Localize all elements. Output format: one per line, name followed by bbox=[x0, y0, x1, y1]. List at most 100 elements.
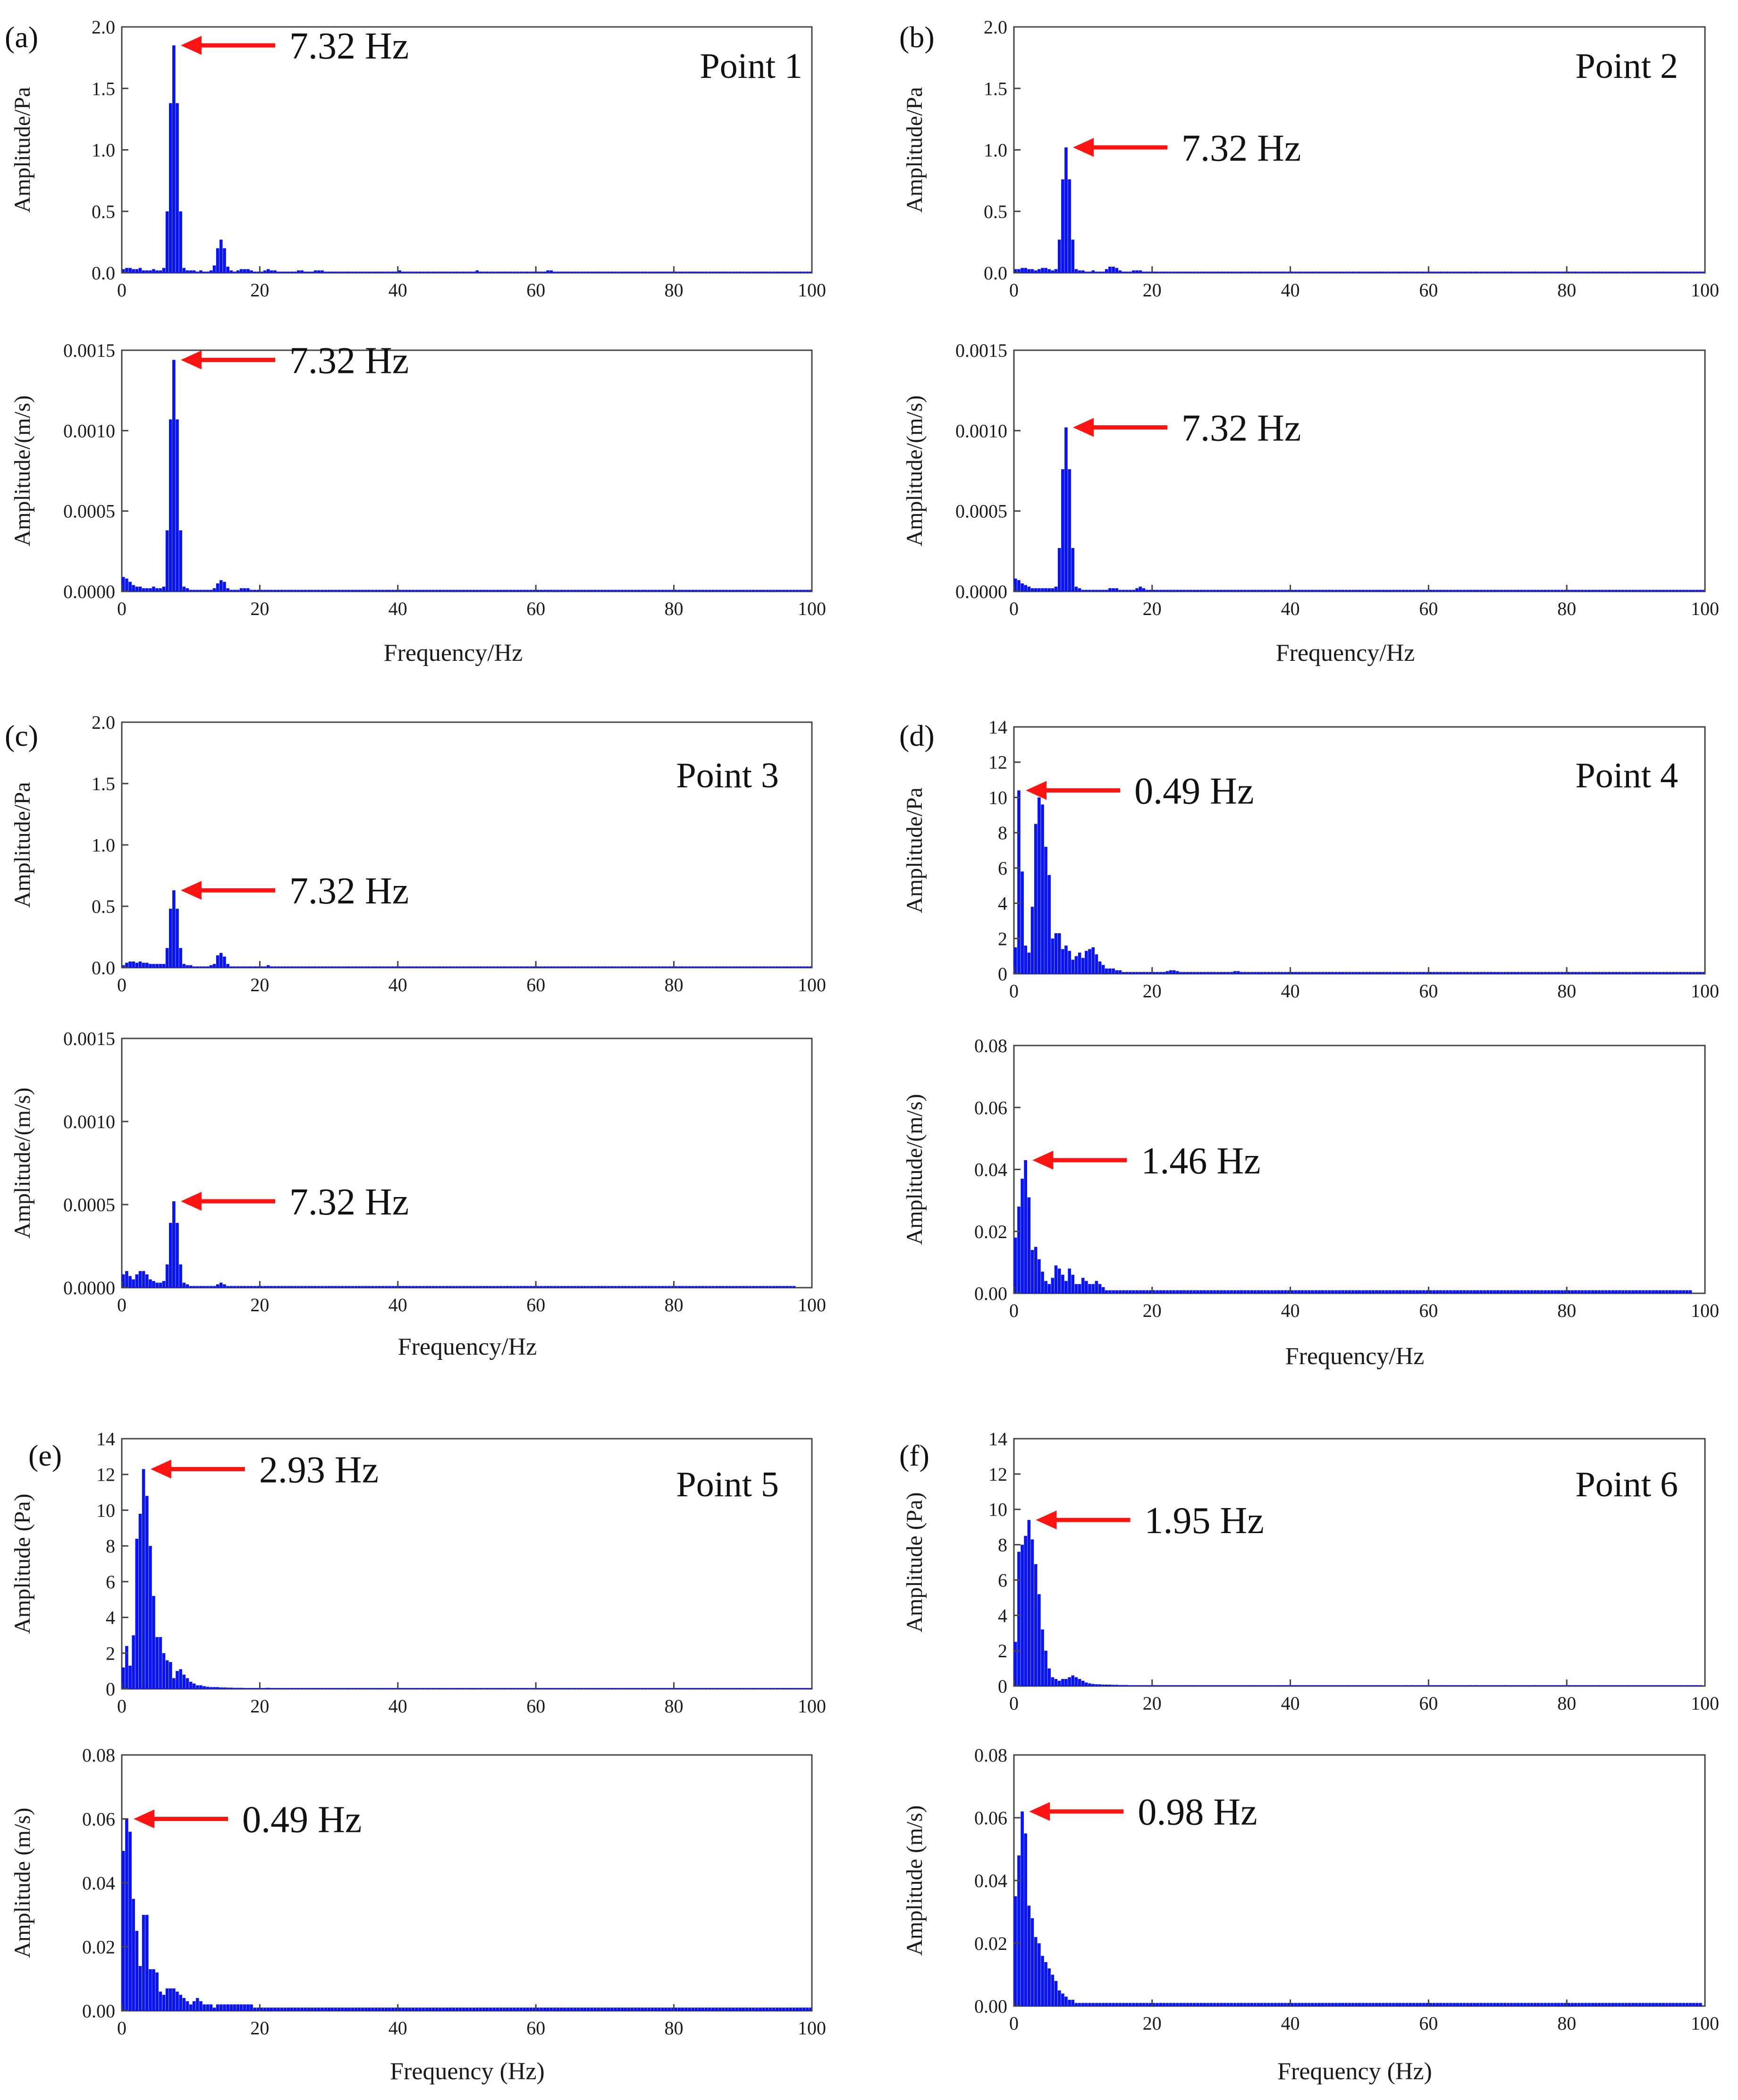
bar bbox=[246, 1286, 250, 1288]
bar bbox=[1311, 590, 1314, 591]
bar bbox=[789, 1688, 793, 1689]
bar bbox=[1388, 590, 1392, 591]
bar bbox=[479, 2007, 482, 2011]
bar bbox=[378, 1286, 381, 1288]
bar bbox=[169, 1662, 172, 1689]
bar bbox=[1503, 271, 1507, 273]
bar bbox=[1260, 1685, 1264, 1686]
bar bbox=[1331, 2003, 1334, 2006]
bar bbox=[1520, 271, 1523, 273]
bar bbox=[1014, 1237, 1017, 1293]
arrow-head bbox=[181, 36, 202, 55]
bar bbox=[1061, 469, 1064, 591]
bar bbox=[1338, 2003, 1341, 2006]
bar bbox=[1412, 2003, 1416, 2006]
bar bbox=[509, 1688, 513, 1689]
bar bbox=[580, 590, 583, 591]
bar bbox=[536, 1286, 540, 1288]
bar bbox=[202, 271, 206, 273]
y-tick-label: 2.0 bbox=[92, 712, 115, 733]
bar bbox=[408, 2007, 412, 2011]
bar bbox=[239, 1286, 243, 1288]
bar bbox=[671, 966, 675, 968]
bar bbox=[132, 1898, 135, 2011]
bar bbox=[1597, 1290, 1601, 1293]
bar bbox=[607, 1688, 610, 1689]
bar bbox=[455, 271, 459, 273]
bar bbox=[1233, 2003, 1237, 2006]
bar bbox=[1385, 972, 1388, 974]
bar bbox=[1203, 2003, 1206, 2006]
bar bbox=[768, 1286, 772, 1288]
bar bbox=[1209, 590, 1213, 591]
bar bbox=[479, 271, 482, 273]
bar bbox=[1574, 271, 1578, 273]
bar bbox=[398, 966, 401, 968]
bar bbox=[1307, 2003, 1311, 2006]
bar bbox=[1493, 972, 1496, 974]
bar bbox=[489, 2007, 492, 2011]
bar bbox=[735, 271, 738, 273]
bar bbox=[1344, 1290, 1348, 1293]
bar bbox=[1283, 972, 1287, 974]
bar bbox=[1621, 271, 1625, 273]
bar bbox=[260, 271, 263, 273]
bar bbox=[721, 966, 725, 968]
bar bbox=[1655, 590, 1658, 591]
bar bbox=[1685, 972, 1689, 974]
bar bbox=[165, 211, 169, 273]
chart-f-velocity: 0 20 40 60 80 1000.000.020.040.060.08Amplitud… bbox=[902, 1745, 1719, 2085]
bar bbox=[395, 590, 398, 591]
bar bbox=[1159, 2003, 1163, 2006]
bar bbox=[1152, 590, 1156, 591]
bar bbox=[212, 2007, 216, 2011]
bar bbox=[219, 2004, 223, 2011]
bar bbox=[1665, 1290, 1669, 1293]
bar bbox=[1412, 1290, 1416, 1293]
bar bbox=[145, 1274, 149, 1288]
arrow-head bbox=[1026, 781, 1047, 800]
bar bbox=[1462, 1685, 1466, 1686]
bar bbox=[1580, 2003, 1584, 2006]
bar bbox=[1162, 1290, 1166, 1293]
bar bbox=[1294, 590, 1297, 591]
bar bbox=[1307, 972, 1311, 974]
bar bbox=[563, 1688, 566, 1689]
bar bbox=[485, 1688, 489, 1689]
bar bbox=[1594, 972, 1598, 974]
x-tick-label: 0 bbox=[1009, 1300, 1019, 1321]
bar bbox=[408, 271, 412, 273]
bar bbox=[431, 271, 435, 273]
bar bbox=[600, 966, 604, 968]
bar bbox=[1304, 1290, 1308, 1293]
bar bbox=[1148, 1685, 1152, 1686]
bar bbox=[1618, 972, 1621, 974]
bar bbox=[216, 955, 219, 968]
bar bbox=[563, 1286, 566, 1288]
bar bbox=[209, 270, 213, 273]
bar bbox=[388, 1286, 391, 1288]
bar bbox=[277, 966, 280, 968]
bar bbox=[341, 271, 344, 273]
bar bbox=[607, 590, 610, 591]
bar bbox=[1044, 1281, 1047, 1293]
bar bbox=[374, 1688, 378, 1689]
bar bbox=[1030, 588, 1034, 591]
bar bbox=[1564, 2003, 1567, 2006]
bar bbox=[182, 586, 186, 591]
bar bbox=[384, 590, 388, 591]
bar bbox=[1152, 271, 1156, 273]
bar bbox=[1682, 972, 1685, 974]
bar bbox=[381, 590, 385, 591]
bar bbox=[1068, 1999, 1071, 2006]
bar bbox=[344, 2007, 347, 2011]
bar bbox=[1476, 1290, 1479, 1293]
bar bbox=[431, 2007, 435, 2011]
bar bbox=[1253, 1685, 1257, 1686]
bar bbox=[667, 271, 671, 273]
y-tick-label: 2 bbox=[106, 1643, 115, 1664]
bar bbox=[1631, 2003, 1635, 2006]
bar bbox=[354, 2007, 358, 2011]
bar bbox=[614, 1688, 617, 1689]
bar bbox=[1098, 2003, 1102, 2006]
